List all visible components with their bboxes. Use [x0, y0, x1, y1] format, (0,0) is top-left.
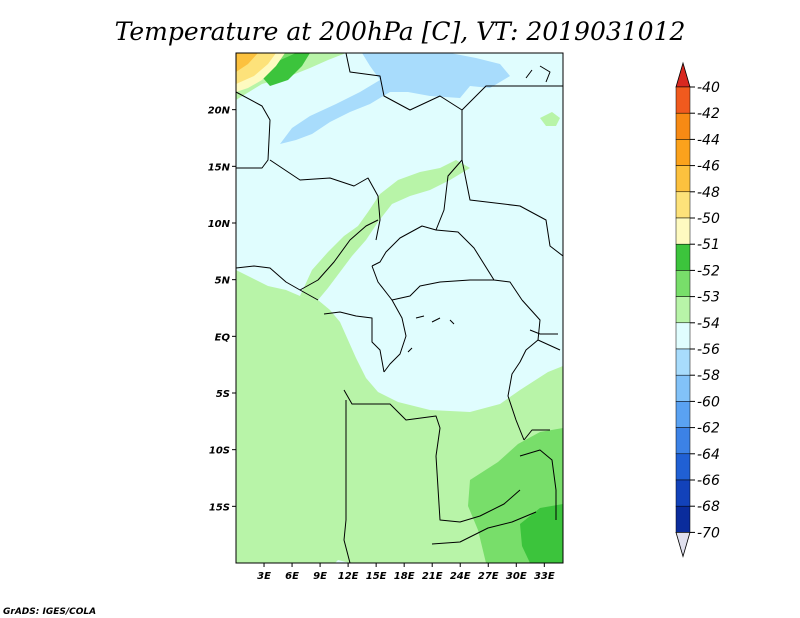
- colorbar-swatch: [675, 348, 691, 376]
- colorbar-label: -50: [697, 211, 720, 227]
- grads-credit: GrADS: IGES/COLA: [3, 607, 96, 617]
- colorbar-swatch: [675, 505, 691, 533]
- lon-label: 33E: [534, 571, 555, 582]
- colorbar-label: -54: [697, 316, 720, 332]
- lon-label: 21E: [422, 571, 443, 582]
- colorbar-label: -53: [697, 290, 720, 306]
- latitude-axis: 20N 15N 10N 5N EQ 5S 10S 15S: [208, 106, 236, 513]
- colorbar-label: -60: [697, 394, 720, 410]
- lat-label: 5N: [215, 276, 231, 287]
- colorbar-swatch: [675, 112, 691, 140]
- colorbar-label: -42: [697, 106, 720, 122]
- colorbar-label: -40: [697, 80, 720, 96]
- lon-label: 6E: [285, 571, 299, 582]
- colorbar-bottom-arrow: [675, 532, 691, 558]
- lon-label: 12E: [338, 571, 359, 582]
- lon-label: 9E: [313, 571, 327, 582]
- colorbar-label: -46: [697, 159, 720, 175]
- lat-label: 20N: [208, 106, 231, 117]
- lat-label: EQ: [215, 332, 231, 343]
- field-48-corner: [236, 53, 258, 72]
- colorbar-label: -62: [697, 421, 720, 437]
- colorbar-label: -64: [697, 447, 720, 463]
- colorbar-label: -48: [697, 185, 720, 201]
- lon-label: 24E: [450, 571, 471, 582]
- field-52-southeast: [520, 504, 563, 563]
- colorbar-swatch: [675, 139, 691, 166]
- lat-label: 5S: [216, 389, 230, 400]
- field-58-north: [280, 53, 510, 144]
- colorbar-swatch: [675, 427, 691, 455]
- temperature-fields: [236, 53, 563, 563]
- lon-label: 27E: [478, 571, 499, 582]
- colorbar: -40 -42 -44 -46 -48 -50 -51 -52 -53 -54 -56 -58 -60 -…: [675, 61, 720, 558]
- colorbar-swatch: [675, 165, 691, 193]
- lon-label: 3E: [257, 571, 271, 582]
- country-borders: [236, 53, 563, 563]
- colorbar-label: -51: [697, 237, 720, 253]
- colorbar-swatch: [675, 479, 691, 507]
- colorbar-top-arrow: [675, 61, 691, 88]
- lat-label: 15N: [208, 162, 231, 173]
- colorbar-swatch: [675, 322, 691, 350]
- colorbar-swatch: [675, 401, 691, 428]
- lat-label: 10S: [209, 446, 230, 457]
- map-panel: [235, 52, 564, 564]
- lat-label: 10N: [208, 219, 231, 230]
- lat-label: 15S: [209, 502, 230, 513]
- field-54-east-blob: [540, 112, 560, 126]
- field-54-strip: [300, 160, 470, 300]
- colorbar-label: -68: [697, 499, 720, 515]
- lon-label: 30E: [506, 571, 527, 582]
- colorbar-swatch: [675, 270, 691, 297]
- colorbar-swatch: [675, 191, 691, 219]
- colorbar-swatch: [675, 243, 691, 271]
- colorbar-label: -44: [697, 132, 720, 148]
- colorbar-swatch: [675, 86, 691, 114]
- colorbar-swatch: [675, 453, 691, 481]
- colorbar-label: -56: [697, 342, 720, 358]
- colorbar-label: -58: [697, 368, 720, 384]
- colorbar-swatch: [675, 217, 691, 245]
- colorbar-swatch: [675, 296, 691, 324]
- colorbar-label: -70: [697, 525, 720, 541]
- longitude-axis: 3E 6E 9E 12E 15E 18E 21E 24E 27E 30E 33E: [257, 563, 555, 582]
- colorbar-label: -52: [697, 263, 720, 279]
- colorbar-swatch: [675, 374, 691, 402]
- lon-label: 15E: [366, 571, 387, 582]
- colorbar-label: -66: [697, 473, 720, 489]
- field-52-northwest: [256, 53, 310, 86]
- map-title: Temperature at 200hPa [C], VT: 201903101…: [115, 17, 686, 46]
- map-frame: [235, 52, 564, 564]
- lon-label: 18E: [394, 571, 415, 582]
